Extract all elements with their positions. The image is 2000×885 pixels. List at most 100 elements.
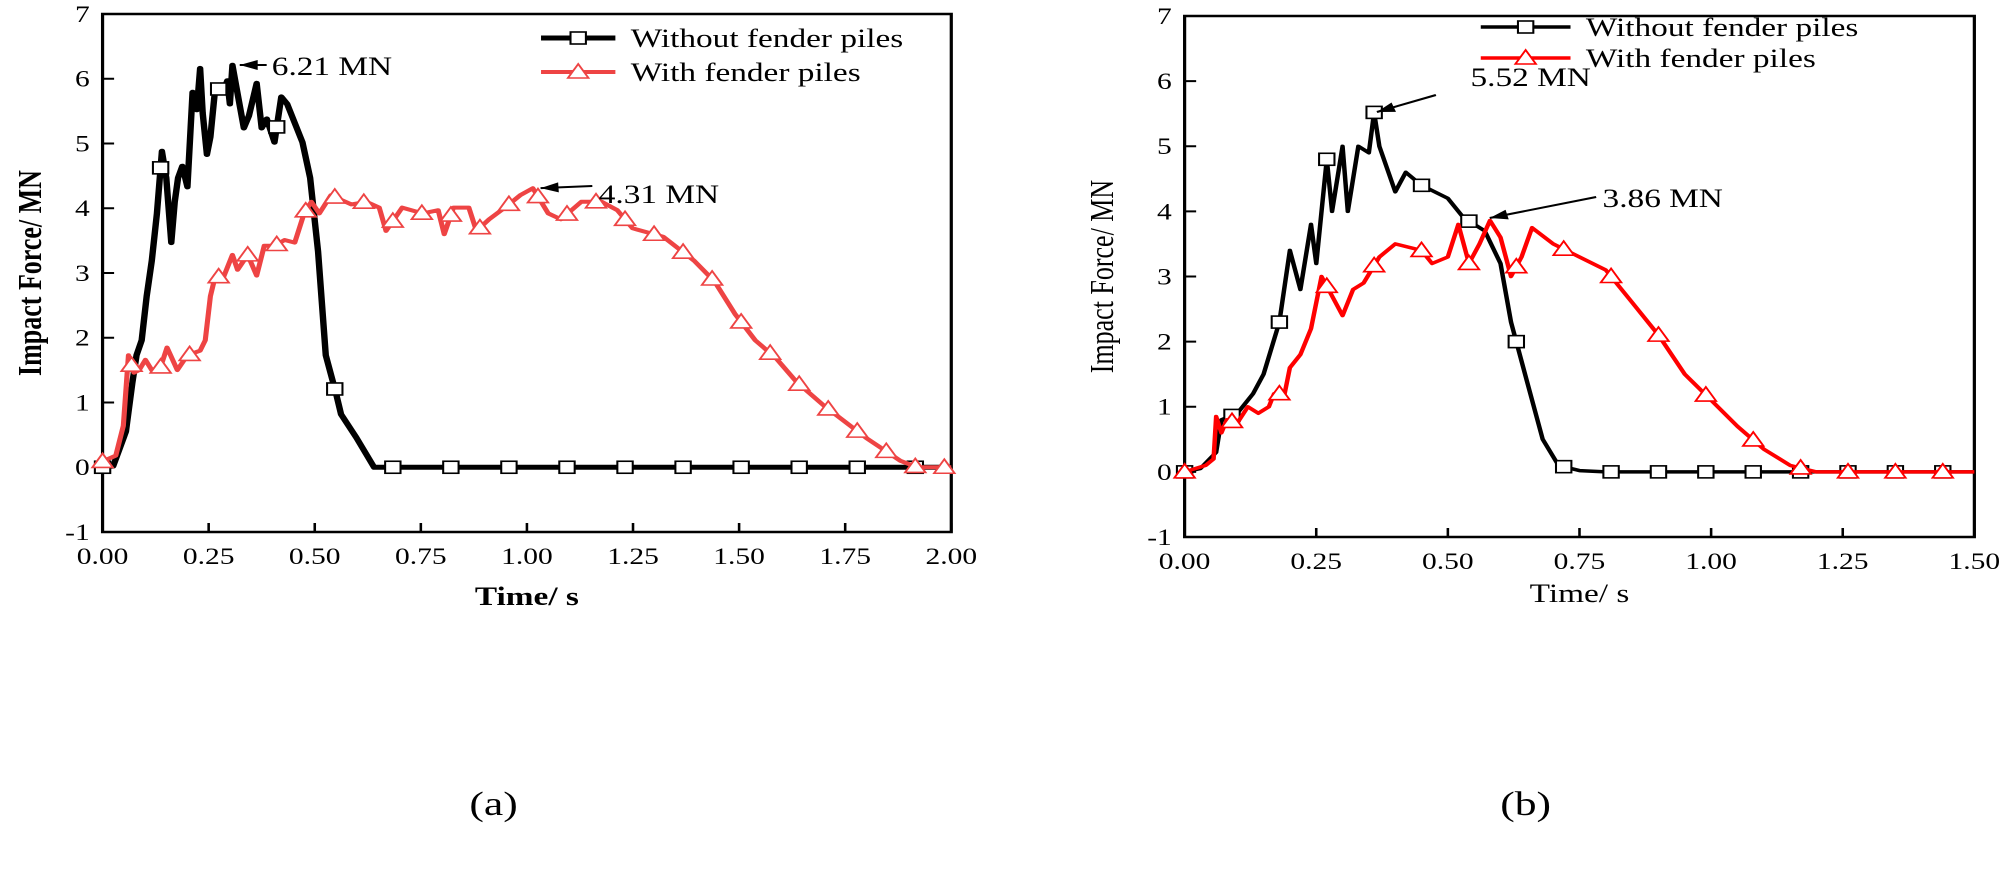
figure-caption: (b): [1500, 785, 1551, 822]
x-tick-label: 0.75: [1554, 548, 1606, 574]
annotation-label: 3.86 MN: [1603, 184, 1723, 213]
square-marker: [1602, 465, 1620, 479]
triangle-marker: [235, 245, 260, 262]
triangle-marker: [293, 201, 318, 218]
square-marker: [1460, 214, 1478, 228]
x-tick-label: 1.25: [607, 543, 659, 569]
square-marker: [1365, 105, 1383, 120]
square-marker: [732, 460, 750, 475]
triangle-marker: [467, 218, 492, 235]
series-line: [101, 186, 952, 470]
legend-item: Without fender piles: [1480, 13, 1858, 42]
y-axis-label: Impact Force/ MN: [1084, 180, 1121, 373]
square-marker: [1412, 178, 1431, 193]
annotation-label: 4.31 MN: [599, 180, 719, 209]
triangle-marker: [409, 203, 434, 221]
square-marker: [1318, 152, 1336, 167]
x-tick-label: 0.00: [77, 543, 129, 569]
series-without-fender-piles: [1175, 105, 1975, 479]
square-marker: [1516, 20, 1535, 34]
x-tick-label: 1.00: [1685, 548, 1737, 574]
legend-item: With fender piles: [541, 58, 861, 87]
y-tick-label: 3: [75, 260, 90, 286]
triangle-marker: [1504, 257, 1529, 274]
peak-annotation: 5.52 MN: [1376, 63, 1591, 113]
x-tick-label: 1.50: [1949, 548, 2000, 574]
triangle-marker: [613, 209, 638, 227]
series-with-fender-piles: [90, 186, 957, 475]
peak-annotation: 4.31 MN: [540, 180, 719, 209]
triangle-marker: [1314, 276, 1339, 294]
figure-caption: (a): [469, 785, 517, 822]
y-tick-label: 6: [1157, 68, 1172, 94]
triangle-marker: [1930, 462, 1955, 479]
legend-label: Without fender piles: [631, 24, 904, 53]
y-tick-label: 6: [75, 66, 90, 92]
triangle-marker: [525, 186, 550, 204]
arrowhead-icon: [239, 60, 258, 70]
triangle-marker: [758, 343, 783, 360]
legend-label: With fender piles: [631, 58, 861, 87]
triangle-marker: [700, 269, 725, 286]
x-tick-label: 0.75: [395, 543, 447, 569]
square-marker: [442, 460, 460, 475]
square-marker: [500, 460, 518, 475]
arrowhead-icon: [1376, 102, 1396, 112]
x-tick-label: 0.25: [183, 543, 235, 569]
triangle-marker: [1219, 411, 1245, 429]
triangle-marker: [642, 224, 667, 242]
series-line: [1184, 110, 1975, 474]
triangle-marker: [1788, 458, 1813, 475]
y-tick-label: 1: [1157, 394, 1172, 420]
triangle-marker: [671, 242, 696, 259]
triangle-marker: [1267, 384, 1292, 401]
triangle-marker: [1741, 430, 1766, 447]
square-marker: [384, 460, 402, 475]
triangle-marker: [1835, 462, 1861, 479]
square-marker: [268, 120, 286, 134]
y-tick-label: 0: [1157, 459, 1172, 485]
square-marker: [848, 460, 866, 475]
triangle-marker: [1646, 325, 1671, 342]
peak-annotation: 3.86 MN: [1489, 184, 1723, 220]
y-tick-label: 7: [75, 1, 90, 27]
x-tick-label: 0.25: [1290, 548, 1342, 574]
square-marker: [790, 460, 808, 475]
x-tick-label: 1.50: [713, 543, 765, 569]
x-tick-label: 2.00: [925, 543, 977, 569]
square-marker: [558, 460, 576, 475]
y-tick-label: 4: [75, 195, 90, 221]
square-marker: [151, 161, 170, 175]
y-tick-label: 2: [1157, 329, 1172, 355]
square-marker: [1507, 334, 1526, 349]
triangle-marker: [380, 211, 405, 228]
legend-label: With fender piles: [1586, 44, 1816, 73]
triangle-marker: [177, 344, 202, 362]
legend-item: With fender piles: [1480, 44, 1816, 73]
y-tick-label: -1: [1147, 524, 1172, 550]
square-marker: [209, 82, 228, 96]
triangle-marker: [845, 421, 870, 438]
triangle-marker: [119, 355, 144, 372]
x-axis-label: Time/ s: [1530, 579, 1630, 608]
square-marker: [326, 382, 344, 396]
x-axis-label: Time/ s: [475, 582, 579, 611]
arrowhead-icon: [540, 182, 559, 193]
square-marker: [674, 460, 692, 475]
y-tick-label: 7: [1157, 3, 1172, 29]
triangle-marker: [1551, 239, 1576, 256]
x-tick-label: 0.50: [1422, 548, 1474, 574]
triangle-marker: [583, 192, 609, 209]
triangle-marker: [1172, 462, 1197, 479]
triangle-marker: [729, 312, 754, 329]
triangle-marker: [1456, 253, 1481, 271]
x-tick-label: 1.00: [501, 543, 553, 569]
triangle-marker: [932, 457, 957, 475]
triangle-marker: [1693, 385, 1718, 402]
chart-b: -1 0 1 2 3 4 5 6 7 0.00 0.25 0.50 0.75 1.00 1.25 1.50 Im…: [1084, 3, 2000, 823]
x-tick-label: 0.50: [289, 543, 341, 569]
triangle-marker: [1599, 266, 1624, 284]
triangle-marker: [351, 192, 376, 210]
chart-a: -1 0 1 2 3 4 5 6 7 0.00 0.25 0.50 0.75 1.00 1.25 1.50 1.…: [12, 1, 977, 823]
